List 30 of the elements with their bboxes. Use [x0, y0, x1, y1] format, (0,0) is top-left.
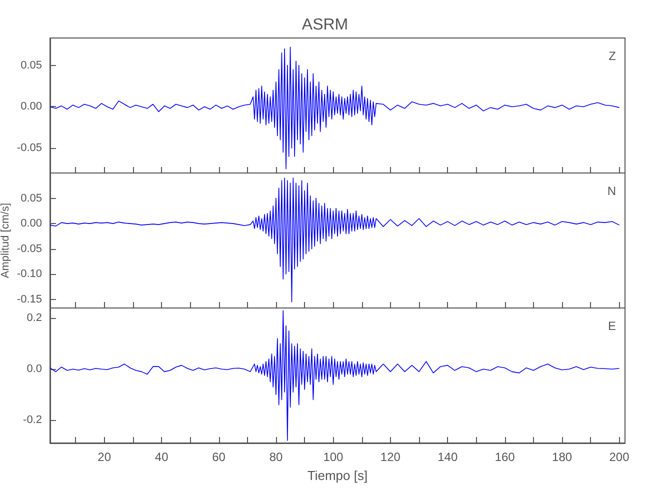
- y-tick-label: 0.0: [26, 363, 42, 376]
- y-tick-label: -0.15: [16, 293, 42, 306]
- x-tick-label: 140: [438, 450, 458, 464]
- x-tick-label: 60: [212, 450, 226, 464]
- y-tick-label: 0.2: [26, 312, 42, 324]
- x-axis-title: Tiempo [s]: [307, 468, 368, 483]
- x-tick-label: 160: [494, 450, 516, 464]
- annotation: Z: [608, 49, 616, 63]
- annotation: E: [608, 319, 616, 333]
- y-tick-label: 0.05: [20, 192, 42, 204]
- y-tick-label: -0.05: [16, 142, 42, 154]
- x-tick-label: 100: [323, 450, 344, 464]
- y-tick-label: 0.00: [20, 218, 42, 230]
- x-tick-label: 120: [380, 450, 401, 464]
- line-series: [50, 46, 620, 170]
- y-tick-label: -0.05: [16, 242, 42, 255]
- x-tick-label: 80: [269, 450, 283, 464]
- y-tick-label: -0.2: [23, 414, 42, 426]
- chart-title: ASRM: [302, 16, 348, 34]
- x-tick-label: 200: [609, 450, 630, 464]
- x-tick-label: 40: [154, 450, 169, 464]
- y-tick-label: -0.10: [16, 268, 42, 280]
- y-tick-label: 0.00: [20, 100, 42, 113]
- y-tick-label: 0.05: [20, 59, 42, 72]
- x-tick-label: 180: [552, 450, 572, 464]
- y-axis-title: Amplitud [cm/s]: [0, 202, 12, 278]
- x-tick-label: 20: [98, 450, 112, 464]
- annotation: N: [607, 184, 616, 198]
- line-series: [50, 178, 620, 302]
- line-series: [50, 310, 620, 441]
